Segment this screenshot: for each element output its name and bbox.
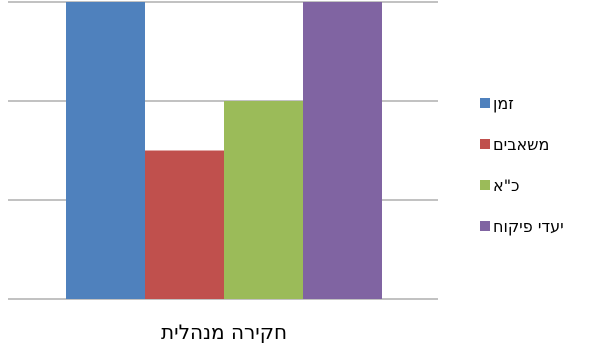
legend-label: משאבים <box>493 134 550 154</box>
legend-item: כ"א <box>480 174 564 196</box>
category-label: חקירה מנהלית <box>161 320 287 344</box>
legend-label: כ"א <box>493 175 520 195</box>
legend-item: משאבים <box>480 133 564 155</box>
legend-label: זמן <box>493 93 514 113</box>
legend-item: זמן <box>480 92 564 114</box>
legend-swatch <box>480 139 490 149</box>
legend: זמן משאבים כ"א יעדי פיקוח <box>480 92 564 237</box>
legend-item: יעדי פיקוח <box>480 215 564 237</box>
bar-4 <box>303 2 382 299</box>
legend-swatch <box>480 98 490 108</box>
bar-3 <box>224 101 303 299</box>
legend-swatch <box>480 221 490 231</box>
legend-swatch <box>480 180 490 190</box>
legend-label: יעדי פיקוח <box>493 216 564 236</box>
bar-1 <box>66 2 145 299</box>
bar-2 <box>145 150 224 299</box>
